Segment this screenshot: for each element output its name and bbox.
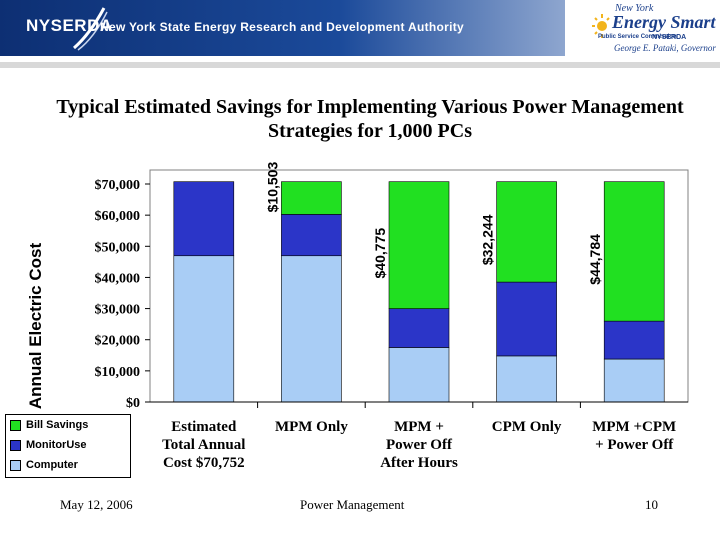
bar-segment-monitoruse xyxy=(173,181,235,257)
bar-segment-computer xyxy=(496,355,557,403)
x-category-label: Total Annual xyxy=(162,437,245,453)
sun-icon xyxy=(592,14,610,38)
legend-label-computer: Computer xyxy=(26,459,78,471)
y-axis-label: Annual Electric Cost xyxy=(26,243,45,410)
nyserda-logo: NYSERDA xyxy=(26,16,113,35)
bar-segment-bill-savings xyxy=(603,181,665,322)
y-tick-label: $0 xyxy=(126,396,140,411)
y-tick-label: $40,000 xyxy=(95,271,141,286)
y-tick-label: $20,000 xyxy=(95,334,141,349)
x-category-label: MPM + xyxy=(394,419,444,435)
y-tick-label: $60,000 xyxy=(95,209,141,224)
x-category-label: CPM Only xyxy=(492,419,562,435)
bar-segment-bill-savings xyxy=(281,181,342,215)
x-category-label: After Hours xyxy=(380,455,458,471)
bar-segment-monitoruse xyxy=(603,320,665,360)
legend-label-monitor-use: MonitorUse xyxy=(26,439,87,451)
bar-segment-monitoruse xyxy=(496,281,557,357)
energy-smart-org: NYSERDA xyxy=(652,34,687,41)
bar-savings-label: $32,244 xyxy=(480,214,496,265)
legend-item-monitor-use: MonitorUse xyxy=(10,439,87,451)
energy-smart-brand: Energy Smart xyxy=(612,12,716,32)
chart-title: Typical Estimated Savings for Implementi… xyxy=(56,96,684,142)
chart-legend: Bill Savings MonitorUse Computer xyxy=(5,414,131,478)
bar-segment-computer xyxy=(173,255,235,403)
authority-name: New York State Energy Research and Devel… xyxy=(100,20,465,34)
x-category-label: + Power Off xyxy=(595,437,674,453)
energy-smart-state: New York xyxy=(615,3,654,14)
legend-item-bill-savings: Bill Savings xyxy=(10,419,88,431)
energy-smart-logo xyxy=(592,14,610,38)
savings-chart: $0 $10,000 $20,000 $30,000 $40,000 $50,000 $60… xyxy=(26,162,689,471)
bar-savings-label: $40,775 xyxy=(372,228,388,279)
footer-date: May 12, 2006 xyxy=(60,497,133,512)
legend-swatch-monitor-use xyxy=(10,439,21,451)
y-tick-label: $70,000 xyxy=(95,178,141,193)
legend-label-bill-savings: Bill Savings xyxy=(26,419,89,431)
y-tick-label: $30,000 xyxy=(95,303,141,318)
banner-divider xyxy=(0,62,720,68)
legend-swatch-bill-savings xyxy=(10,419,21,431)
energy-smart-governor: George E. Pataki, Governor xyxy=(614,43,716,53)
footer-topic: Power Management xyxy=(300,497,405,512)
bar-segment-computer xyxy=(388,347,450,403)
x-category-label: Power Off xyxy=(386,437,453,453)
bar-segment-computer xyxy=(281,255,342,403)
x-category-label: MPM Only xyxy=(275,419,348,435)
bar-segment-computer xyxy=(603,358,665,403)
bar-savings-label: $44,784 xyxy=(587,234,603,285)
footer-page-number: 10 xyxy=(645,497,658,512)
bar-segment-bill-savings xyxy=(496,181,557,283)
bar-segment-monitoruse xyxy=(281,214,342,257)
bar-segment-monitoruse xyxy=(388,308,450,348)
y-tick-label: $50,000 xyxy=(95,240,141,255)
x-category-label: Estimated xyxy=(171,419,237,435)
header-banner: NYSERDA New York State Energy Research a… xyxy=(0,0,720,68)
nyserda-swoosh-icon xyxy=(73,7,108,51)
bar-segment-bill-savings xyxy=(388,181,450,309)
legend-item-computer: Computer xyxy=(10,459,78,471)
bar-savings-label: $10,503 xyxy=(264,162,280,213)
energy-smart-psc: Public Service Commission xyxy=(598,34,677,40)
banner-bar xyxy=(0,0,565,56)
y-tick-label: $10,000 xyxy=(95,365,141,380)
legend-swatch-computer xyxy=(10,459,21,471)
x-category-label: MPM +CPM xyxy=(592,419,676,435)
x-category-label: Cost $70,752 xyxy=(163,455,245,471)
